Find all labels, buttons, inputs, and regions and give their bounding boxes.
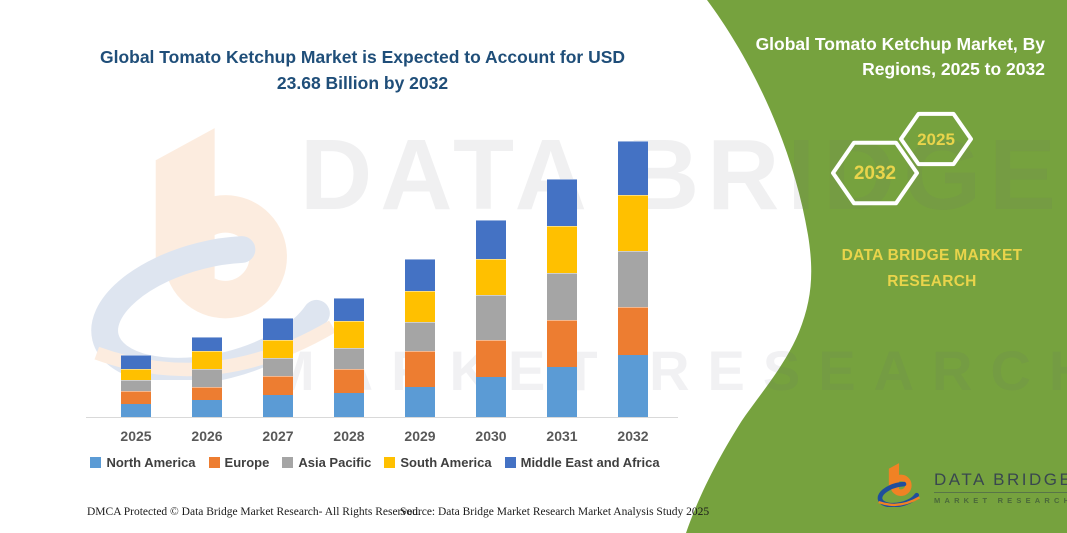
watermark-text-line2: MARKET RESEARCH: [268, 339, 1067, 402]
legend-label: Middle East and Africa: [520, 455, 660, 470]
bar-segment-north-america: [263, 394, 293, 417]
bar-segment-middle-east-and-africa: [618, 140, 648, 196]
bar-segment-europe: [618, 307, 648, 356]
bar-segment-middle-east-and-africa: [476, 220, 506, 259]
legend-swatch-icon: [504, 457, 516, 468]
data-bridge-logo-icon: [877, 463, 921, 507]
legend-swatch-icon: [384, 457, 396, 468]
bar-segment-south-america: [192, 350, 222, 370]
bar-segment-south-america: [547, 225, 577, 273]
bar-segment-middle-east-and-africa: [547, 179, 577, 226]
banner-title-line2: Regions, 2025 to 2032: [862, 59, 1045, 80]
x-axis-label: 2028: [333, 428, 365, 444]
legend-item: South America: [384, 455, 492, 470]
legend-swatch-icon: [90, 457, 102, 468]
bar-segment-north-america: [405, 386, 435, 417]
bar-segment-north-america: [547, 366, 577, 417]
legend-swatch-icon: [282, 457, 294, 468]
footer-copyright: DMCA Protected © Data Bridge Market Rese…: [87, 506, 421, 518]
bar-segment-north-america: [618, 355, 648, 417]
x-axis-label: 2031: [546, 428, 578, 444]
x-axis-label: 2030: [475, 428, 507, 444]
bar-segment-europe: [121, 391, 151, 404]
bar-segment-europe: [476, 340, 506, 378]
bar-2025: [121, 355, 151, 417]
x-axis-label: 2025: [120, 428, 152, 444]
data-bridge-logo: DATA BRIDGE MARKET RESEARCH: [874, 460, 1067, 507]
hexagon-2025-icon: [899, 111, 973, 167]
legend-item: Asia Pacific: [282, 455, 371, 470]
bar-segment-north-america: [121, 403, 151, 417]
legend-item: North America: [90, 455, 196, 470]
logo-text: DATA BRIDGE MARKET RESEARCH: [934, 470, 1067, 505]
bar-segment-asia-pacific: [476, 294, 506, 341]
hexagon-2032-icon: [831, 140, 919, 206]
bar-2029: [405, 258, 435, 417]
bar-2031: [547, 179, 577, 417]
bar-segment-north-america: [334, 392, 364, 417]
x-axis-label: 2029: [404, 428, 436, 444]
bar-segment-south-america: [618, 195, 648, 252]
bar-segment-middle-east-and-africa: [263, 317, 293, 341]
brand-caption: DATA BRIDGE MARKET RESEARCH: [841, 247, 1023, 290]
bar-segment-middle-east-and-africa: [192, 336, 222, 351]
chart-headline: Global Tomato Ketchup Market is Expected…: [90, 44, 635, 97]
x-axis-line: [86, 417, 678, 418]
banner-title: Global Tomato Ketchup Market, By Regions…: [745, 32, 1045, 83]
bar-segment-south-america: [263, 340, 293, 358]
legend-label: Europe: [224, 455, 270, 470]
x-axis-label: 2032: [617, 428, 649, 444]
bar-segment-middle-east-and-africa: [334, 298, 364, 322]
bar-2032: [618, 140, 648, 417]
bar-segment-asia-pacific: [121, 379, 151, 392]
hexagon-2032-label: 2032: [854, 163, 896, 184]
banner-title-line1: Global Tomato Ketchup Market, By: [755, 34, 1045, 54]
bar-2026: [192, 336, 222, 417]
chart-headline-line2: 23.68 Billion by 2032: [276, 73, 449, 94]
bar-segment-north-america: [192, 399, 222, 417]
bar-2027: [263, 317, 293, 417]
bar-segment-asia-pacific: [192, 369, 222, 387]
bar-2030: [476, 220, 506, 417]
legend: North America Europe Asia Pacific South Ame…: [72, 455, 678, 470]
legend-label: South America: [400, 455, 492, 470]
bar-segment-middle-east-and-africa: [405, 258, 435, 292]
bar-segment-south-america: [476, 258, 506, 295]
year-hexagons: 2025 2032: [831, 111, 973, 206]
bar-segment-asia-pacific: [263, 357, 293, 376]
legend-item: Middle East and Africa: [504, 455, 660, 470]
bar-segment-middle-east-and-africa: [121, 355, 151, 370]
bar-segment-south-america: [121, 369, 151, 380]
bar-segment-asia-pacific: [618, 251, 648, 308]
watermark-text-line1: DATA BRIDGE: [300, 119, 1064, 231]
x-axis-label: 2027: [262, 428, 294, 444]
bar-segment-europe: [334, 368, 364, 393]
legend-label: North America: [106, 455, 196, 470]
bar-2028: [334, 298, 364, 417]
bar-segment-europe: [405, 350, 435, 387]
bar-segment-europe: [263, 375, 293, 395]
x-axis-label: 2026: [191, 428, 223, 444]
bar-segment-south-america: [334, 321, 364, 349]
logo-name: DATA BRIDGE: [934, 470, 1067, 493]
legend-item: Europe: [208, 455, 270, 470]
bar-segment-europe: [192, 386, 222, 400]
bar-segment-asia-pacific: [547, 272, 577, 320]
bar-segment-south-america: [405, 291, 435, 322]
bar-segment-north-america: [476, 377, 506, 417]
legend-label: Asia Pacific: [298, 455, 372, 470]
logo-subtitle: MARKET RESEARCH: [934, 496, 1067, 505]
bar-segment-europe: [547, 319, 577, 367]
legend-swatch-icon: [208, 457, 220, 468]
bar-segment-asia-pacific: [405, 321, 435, 351]
hexagon-2025-label: 2025: [917, 130, 955, 149]
footer-source: Source: Data Bridge Market Research Mark…: [400, 506, 710, 518]
chart-headline-line1: Global Tomato Ketchup Market is Expected…: [99, 47, 626, 67]
bar-segment-asia-pacific: [334, 348, 364, 369]
